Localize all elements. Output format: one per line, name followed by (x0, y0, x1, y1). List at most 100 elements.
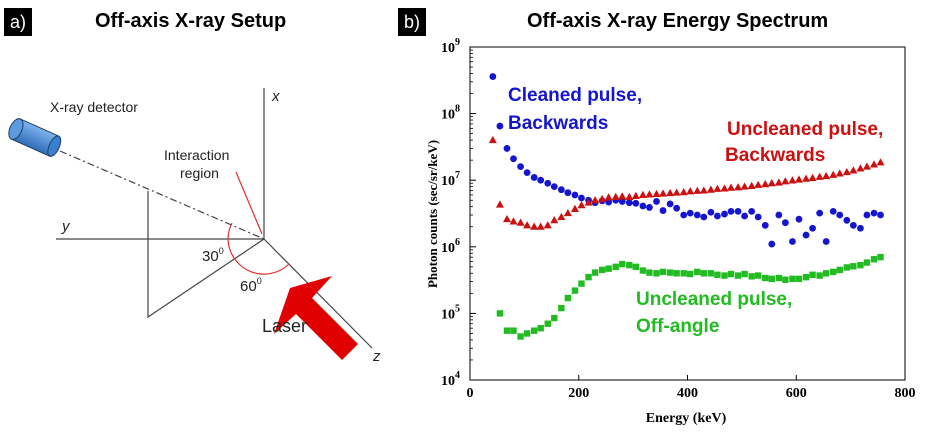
detector-label: X-ray detector (50, 99, 138, 115)
panel-b-title: Off-axis X-ray Energy Spectrum (527, 10, 829, 32)
series-2-point (782, 276, 789, 283)
series-1-point (815, 172, 824, 180)
series-1-point (536, 222, 545, 230)
series-2-point (762, 274, 769, 282)
series-1-point (699, 186, 708, 194)
series-2-point (503, 327, 511, 334)
series-0-point (721, 210, 728, 218)
series-2-point (591, 269, 599, 276)
series-1-point (591, 196, 600, 204)
series-2-point (510, 327, 517, 334)
series-0-point (822, 238, 830, 245)
series-2-point (673, 270, 680, 277)
series-2-point (530, 327, 538, 334)
series-1-point (679, 188, 688, 196)
series-2-point (754, 272, 762, 279)
series-2-point (523, 330, 531, 337)
series-0-point (857, 224, 864, 232)
series-2-point (687, 270, 694, 278)
series-1-point (488, 135, 497, 144)
series-1-point (740, 182, 749, 190)
y-tick-label: 107 (441, 170, 460, 189)
x-tick-label: 600 (786, 386, 807, 401)
series-0-point (816, 209, 824, 217)
y-tick-label: 108 (441, 104, 460, 123)
interaction-label-line1: Interaction (164, 147, 229, 163)
series-1-point (761, 180, 770, 188)
series-2-point (748, 273, 755, 280)
series-0-point (849, 221, 857, 229)
series-0-point (680, 211, 688, 219)
series-0-point (714, 212, 721, 220)
cleaned-series-label-line1: Cleaned pulse, (508, 85, 642, 106)
series-0-point (537, 176, 545, 184)
panel-a-title: Off-axis X-ray Setup (95, 10, 287, 32)
series-2-point (537, 324, 544, 332)
series-1-point (509, 217, 518, 225)
series-0-point (564, 189, 572, 197)
series-0-point (727, 208, 735, 215)
series-1-point (706, 185, 715, 193)
series-2-point (578, 280, 585, 287)
series-1-point (781, 177, 790, 185)
series-2-point (646, 269, 653, 276)
series-2-point (870, 256, 878, 263)
angle-30-degree: 0 (219, 246, 224, 256)
series-0-point (829, 208, 837, 215)
series-1-point (822, 171, 831, 180)
series-1-point (543, 221, 552, 229)
angle-30-label: 300 (202, 246, 224, 265)
series-2-point (816, 272, 823, 279)
interaction-label-line2: region (180, 165, 219, 181)
series-0-point (646, 204, 653, 211)
series-0-point (843, 216, 851, 224)
x-tick-label: 400 (677, 386, 698, 401)
x-tick-label: 800 (895, 386, 916, 401)
series-1-point (523, 221, 532, 229)
series-0-point (700, 213, 708, 221)
panel-b-tag: b) (398, 8, 427, 36)
series-0-point (571, 191, 579, 199)
series-1-point (625, 192, 634, 200)
series-2-point (619, 260, 626, 268)
series-1-point (849, 166, 858, 174)
angle-arc-30 (227, 222, 233, 240)
series-2-point (632, 263, 640, 271)
series-1-point (767, 179, 776, 187)
series-0-point (523, 169, 531, 177)
series-2-point (830, 268, 837, 276)
series-0-point (653, 198, 660, 205)
series-0-point (795, 215, 803, 223)
series-1-point (495, 200, 504, 208)
series-2-point (809, 271, 816, 278)
line-of-sight (59, 150, 265, 240)
series-2-point (612, 263, 619, 271)
y-tick-label: 109 (441, 37, 460, 56)
series-2-point (680, 270, 687, 277)
series-0-point (741, 212, 748, 220)
series-0-point (503, 145, 511, 152)
series-1-point (876, 158, 885, 166)
series-2-point (822, 270, 830, 277)
series-1-point (870, 160, 879, 168)
series-0-point (618, 198, 626, 205)
series-2-point (795, 275, 803, 283)
series-1-point (734, 183, 743, 191)
angle-60-degree: 0 (257, 276, 262, 286)
series-1-point (788, 176, 797, 184)
series-0-point (557, 186, 565, 194)
series-1-point (727, 183, 735, 191)
series-2-point (721, 272, 728, 279)
series-2-point (496, 310, 504, 317)
laser-label: Laser (262, 316, 307, 336)
series-0-point (632, 199, 640, 207)
series-1-point (856, 164, 865, 172)
series-0-point (836, 211, 844, 219)
y-tick-label: 104 (441, 370, 460, 389)
series-0-point (748, 208, 756, 215)
series-2-point (598, 266, 606, 274)
series-0-point (673, 204, 681, 212)
series-0-point (517, 163, 524, 171)
series-2-point (666, 269, 674, 276)
